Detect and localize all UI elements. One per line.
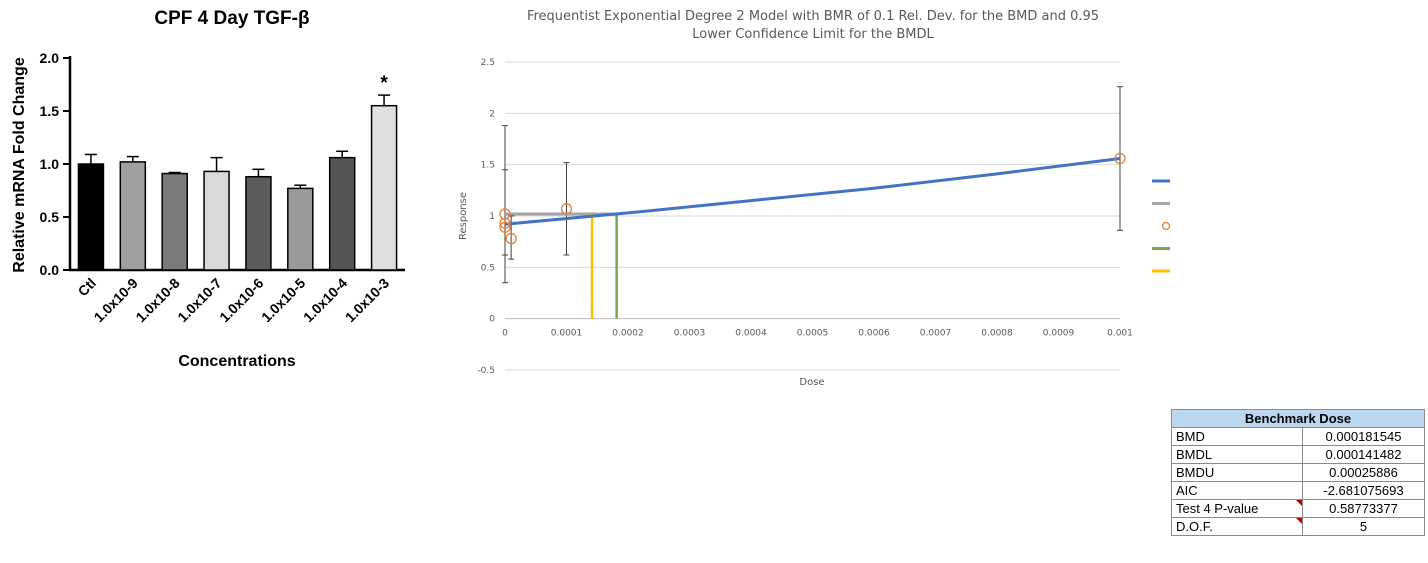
- row-label-bmdu: BMDU: [1171, 463, 1303, 482]
- row-value-dof: 5: [1302, 517, 1425, 536]
- table-row: BMDU 0.00025886: [1171, 463, 1425, 482]
- row-label-dof: D.O.F.: [1171, 517, 1303, 536]
- bmd-x-tick-label: 0.0002: [612, 329, 644, 339]
- bmd-x-tick-label: 0.0007: [920, 329, 952, 339]
- bmd-x-tick-label: 0.0003: [674, 329, 706, 339]
- bmd-y-tick-label: 1.5: [481, 161, 495, 171]
- bmd-x-tick-label: 0.0001: [551, 329, 583, 339]
- bar-y-tick-label: 1.5: [40, 103, 60, 119]
- bmd-y-tick-label: -0.5: [477, 366, 495, 376]
- bar-y-tick-label: 0.0: [40, 262, 60, 278]
- significance-marker: *: [380, 73, 388, 94]
- row-value-bmdu: 0.00025886: [1302, 463, 1425, 482]
- table-row: D.O.F. 5: [1171, 517, 1425, 536]
- row-value-aic: -2.681075693: [1302, 481, 1425, 500]
- bar-x-tick-label: 1.0x10-4: [300, 275, 351, 326]
- bar-x-tick-label: 1.0x10-5: [258, 275, 309, 326]
- table-row: Test 4 P-value 0.58773377: [1171, 499, 1425, 518]
- legend-data-marker: [1161, 221, 1170, 231]
- bar-x-tick-label: 1.0x10-9: [91, 275, 142, 326]
- bmd-chart-x-label: Dose: [799, 377, 824, 388]
- data-point: [1114, 152, 1126, 165]
- bar: [77, 163, 105, 271]
- bar: [203, 170, 230, 271]
- row-label-aic: AIC: [1171, 481, 1303, 500]
- bar: [161, 172, 188, 271]
- bmd-chart-title-line2: Lower Confidence Limit for the BMDL: [692, 27, 934, 42]
- bar-chart-title: CPF 4 Day TGF-β: [154, 8, 309, 29]
- bmd-x-tick-label: 0: [502, 329, 508, 339]
- bmd-x-tick-label: 0.0008: [981, 329, 1013, 339]
- bmd-y-tick-label: 0: [489, 315, 495, 325]
- row-value-bmd: 0.000181545: [1302, 427, 1425, 446]
- bmd-x-tick-label: 0.0004: [735, 329, 767, 339]
- table-header: Benchmark Dose: [1171, 409, 1425, 428]
- bmd-x-tick-label: 0.0006: [858, 329, 890, 339]
- bmd-chart-title-line1: Frequentist Exponential Degree 2 Model w…: [527, 9, 1099, 24]
- row-label-p-value: Test 4 P-value: [1171, 499, 1303, 518]
- table-row: BMD 0.000181545: [1171, 427, 1425, 446]
- bar-chart: CPF 4 Day TGF-β Relative mRNA Fold Chang…: [11, 8, 405, 370]
- bar: [370, 104, 398, 271]
- bar-x-tick-label: 1.0x10-7: [174, 275, 225, 326]
- bmd-x-tick-label: 0.001: [1107, 329, 1133, 339]
- bmd-chart: Frequentist Exponential Degree 2 Model w…: [458, 9, 1170, 388]
- row-label-bmdl: BMDL: [1171, 445, 1303, 464]
- benchmark-dose-table: Benchmark Dose BMD 0.000181545 BMDL 0.0001…: [1171, 409, 1425, 536]
- bar-chart-x-label: Concentrations: [178, 353, 295, 370]
- bmd-y-tick-label: 0.5: [481, 263, 495, 273]
- bar: [245, 175, 272, 271]
- bar: [287, 187, 314, 271]
- bar: [328, 156, 356, 271]
- bmd-x-tick-label: 0.0009: [1043, 329, 1075, 339]
- data-point: [499, 221, 511, 233]
- data-point: [499, 208, 511, 220]
- bar-x-tick-label: 1.0x10-6: [216, 275, 267, 326]
- estimated-probability-line: [504, 157, 1121, 226]
- data-point: [499, 217, 511, 229]
- data-point: [505, 232, 517, 245]
- bmd-legend: Estimated ProbabilityResponse at BMDData…: [1152, 179, 1170, 273]
- bar-x-tick-label: 1.0x10-8: [132, 275, 183, 326]
- bmd-y-tick-label: 1: [489, 212, 495, 222]
- bmd-y-tick-label: 2.5: [481, 58, 495, 68]
- bmd-chart-y-label: Response: [458, 192, 469, 240]
- bar-x-tick-label: 1.0x10-3: [342, 275, 393, 326]
- row-value-bmdl: 0.000141482: [1302, 445, 1425, 464]
- bar-y-tick-label: 1.0: [40, 156, 60, 172]
- bar: [119, 161, 147, 271]
- table-row: BMDL 0.000141482: [1171, 445, 1425, 464]
- bmd-x-tick-label: 0.0005: [797, 329, 829, 339]
- row-label-bmd: BMD: [1171, 427, 1303, 446]
- bar-y-tick-label: 0.5: [40, 209, 60, 225]
- row-value-p-value: 0.58773377: [1302, 499, 1425, 518]
- bmd-y-tick-label: 2: [489, 109, 495, 119]
- data-point: [560, 203, 573, 215]
- table-row: AIC -2.681075693: [1171, 481, 1425, 500]
- bar-y-tick-label: 2.0: [40, 50, 60, 66]
- bar-x-tick-label: Ctl: [75, 275, 100, 300]
- bmd-plot-area: -0.5 0 0.5 1 1.5 2 2.5 0 0.0001 0.0002 0.0003 0.000…: [477, 58, 1132, 376]
- bar-chart-y-label: Relative mRNA Fold Change: [11, 57, 28, 273]
- bar-plot-area: 0.00.51.01.52.0Ctl1.0x10-91.0x10-81.0x10…: [40, 50, 405, 325]
